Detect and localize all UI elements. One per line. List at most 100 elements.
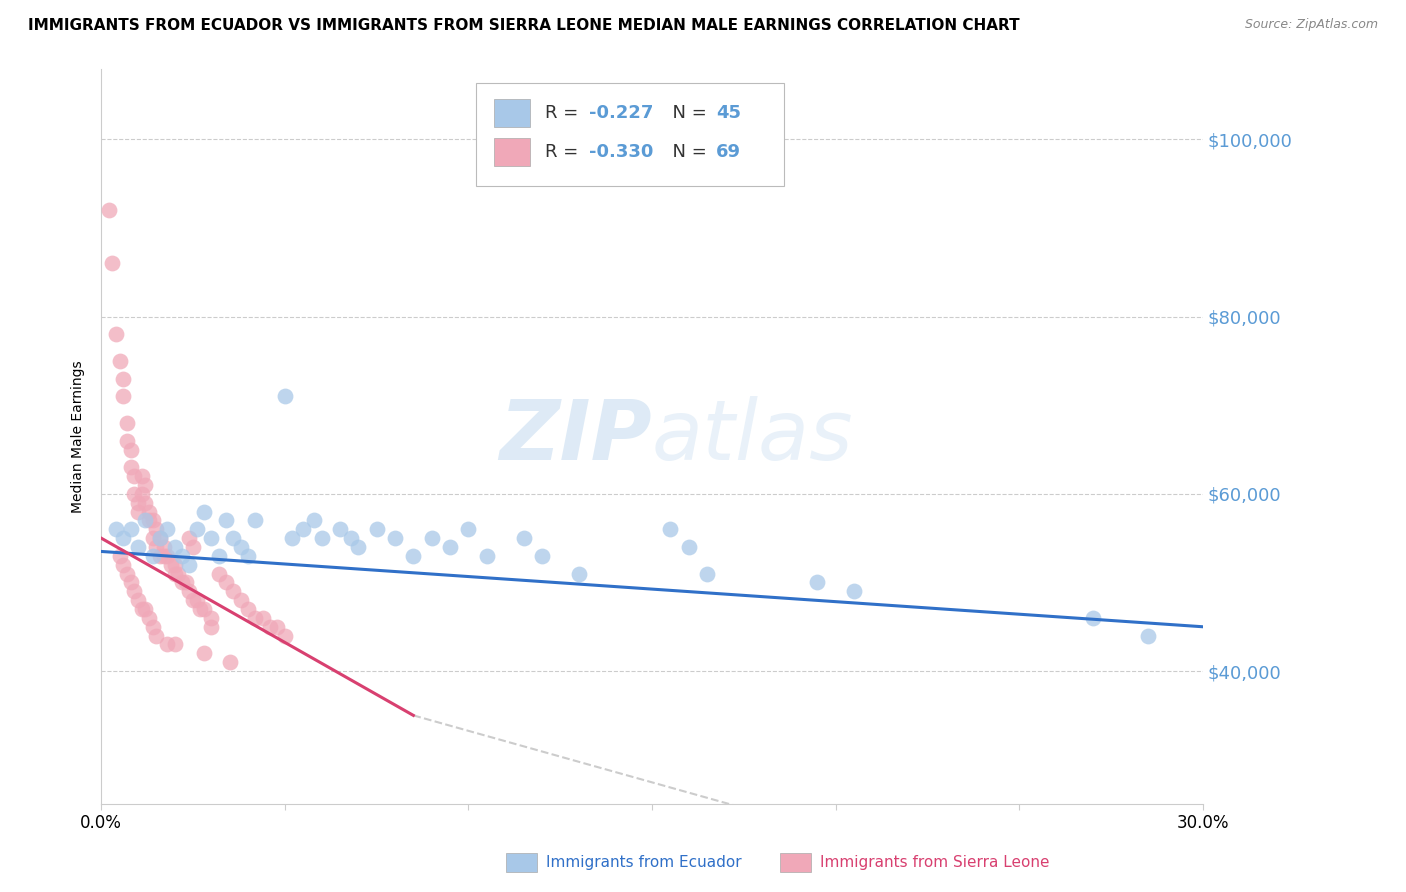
Point	[659, 522, 682, 536]
Point	[193, 602, 215, 616]
Text: N =: N =	[661, 143, 713, 161]
Point	[568, 566, 591, 581]
Point	[274, 629, 297, 643]
Point	[167, 566, 190, 581]
Point	[122, 487, 145, 501]
Point	[347, 540, 370, 554]
Text: 69: 69	[716, 143, 741, 161]
Point	[127, 496, 149, 510]
Point	[149, 531, 172, 545]
Point	[112, 531, 135, 545]
Point	[170, 575, 193, 590]
FancyBboxPatch shape	[475, 83, 785, 186]
Point	[101, 256, 124, 270]
Point	[108, 354, 131, 368]
Point	[127, 505, 149, 519]
Point	[229, 593, 252, 607]
Point	[131, 487, 153, 501]
FancyBboxPatch shape	[495, 137, 530, 166]
Point	[200, 620, 222, 634]
Text: Immigrants from Sierra Leone: Immigrants from Sierra Leone	[820, 855, 1049, 870]
Point	[142, 513, 165, 527]
Point	[329, 522, 352, 536]
Point	[134, 496, 156, 510]
Point	[122, 584, 145, 599]
Point	[512, 531, 534, 545]
Point	[236, 549, 259, 563]
Point	[115, 434, 138, 448]
Point	[222, 584, 245, 599]
Point	[678, 540, 700, 554]
Point	[138, 611, 160, 625]
Point	[97, 203, 120, 218]
Point	[104, 327, 127, 342]
Point	[120, 575, 142, 590]
Text: R =: R =	[546, 143, 583, 161]
Point	[215, 513, 238, 527]
Point	[439, 540, 461, 554]
Point	[340, 531, 363, 545]
Point	[281, 531, 304, 545]
Text: N =: N =	[661, 103, 713, 121]
Point	[138, 505, 160, 519]
Point	[179, 584, 201, 599]
Point	[134, 513, 156, 527]
Point	[181, 540, 204, 554]
Text: 45: 45	[716, 103, 741, 121]
Text: IMMIGRANTS FROM ECUADOR VS IMMIGRANTS FROM SIERRA LEONE MEDIAN MALE EARNINGS COR: IMMIGRANTS FROM ECUADOR VS IMMIGRANTS FR…	[28, 18, 1019, 33]
Point	[186, 593, 208, 607]
Point	[193, 646, 215, 660]
Point	[208, 549, 231, 563]
Point	[163, 558, 186, 572]
Point	[145, 522, 167, 536]
Point	[384, 531, 406, 545]
Point	[138, 513, 160, 527]
Point	[112, 558, 135, 572]
Point	[181, 593, 204, 607]
Y-axis label: Median Male Earnings: Median Male Earnings	[72, 360, 86, 513]
Point	[259, 620, 281, 634]
Point	[115, 566, 138, 581]
Point	[1136, 629, 1159, 643]
Text: ZIP: ZIP	[499, 396, 652, 476]
Point	[120, 460, 142, 475]
Point	[134, 478, 156, 492]
Point	[215, 575, 238, 590]
Point	[193, 505, 215, 519]
Point	[266, 620, 288, 634]
Text: Immigrants from Ecuador: Immigrants from Ecuador	[546, 855, 741, 870]
Point	[229, 540, 252, 554]
Point	[190, 602, 212, 616]
Point	[104, 522, 127, 536]
Point	[156, 522, 179, 536]
Point	[134, 602, 156, 616]
Point	[170, 549, 193, 563]
Point	[142, 549, 165, 563]
Point	[120, 522, 142, 536]
Point	[274, 389, 297, 403]
Point	[245, 513, 267, 527]
Point	[120, 442, 142, 457]
Point	[245, 611, 267, 625]
Point	[122, 469, 145, 483]
Point	[311, 531, 333, 545]
Point	[200, 531, 222, 545]
Point	[127, 593, 149, 607]
Point	[186, 522, 208, 536]
Point	[152, 540, 174, 554]
Point	[252, 611, 274, 625]
Point	[156, 549, 179, 563]
Text: Source: ZipAtlas.com: Source: ZipAtlas.com	[1244, 18, 1378, 31]
Point	[302, 513, 325, 527]
Point	[236, 602, 259, 616]
Point	[420, 531, 443, 545]
Point	[115, 416, 138, 430]
Point	[145, 629, 167, 643]
Point	[156, 638, 179, 652]
Point	[149, 549, 172, 563]
FancyBboxPatch shape	[495, 99, 530, 127]
Point	[842, 584, 865, 599]
Point	[131, 469, 153, 483]
Text: -0.227: -0.227	[589, 103, 654, 121]
Point	[127, 540, 149, 554]
